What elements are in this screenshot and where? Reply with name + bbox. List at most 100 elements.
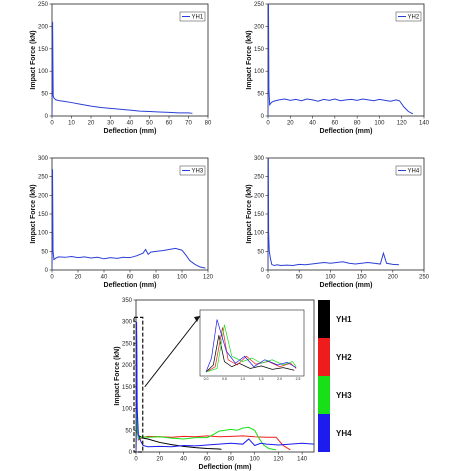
y-tick-label: 300 (122, 320, 133, 326)
x-tick-label: 150 (357, 275, 368, 281)
x-tick-label: 60 (332, 121, 339, 127)
x-tick-label: 60 (204, 457, 211, 463)
chart-panel-combined: 0 20 40 60 80 100 120 140 0 50 100 150 200 250 300 350 D… (114, 298, 352, 471)
chart-panel-yh2: 0 20 40 60 80 100 120 140 0 50 100 150 200 250 Deflect… (246, 2, 430, 135)
y-tick-label: 250 (122, 341, 133, 347)
y-axis-label: Impact Force (kN) (246, 30, 253, 89)
inset-series-line-yh2 (205, 327, 297, 373)
y-tick-label: 300 (38, 156, 49, 162)
colorbar-segment-yh3 (318, 376, 330, 414)
x-axis-label: Deflection (mm) (104, 128, 157, 135)
x-tick-label: 80 (205, 121, 212, 127)
y-tick-label: 100 (38, 69, 49, 75)
x-tick-label: 60 (166, 121, 173, 127)
y-tick-label: 250 (38, 2, 49, 8)
inset-x-tick: 1.5 (259, 377, 264, 381)
colorbar-segment-yh1 (318, 300, 330, 338)
y-tick-label: 150 (254, 47, 265, 53)
y-tick-label: 200 (254, 24, 265, 30)
inset-x-tick: 0.5 (222, 377, 227, 381)
inset-x-tick: 2.5 (296, 377, 301, 381)
inset-pointer-arrow (144, 315, 201, 388)
x-tick-label: 140 (419, 121, 430, 127)
y-tick-label: 300 (254, 156, 265, 162)
zoom-region-box (133, 316, 144, 453)
x-tick-label: 80 (153, 275, 160, 281)
y-tick-label: 250 (254, 175, 265, 181)
colorbar-label: YH1 (336, 315, 352, 324)
x-tick-label: 60 (127, 275, 134, 281)
x-tick-label: 40 (127, 121, 134, 127)
inset-x-tick: 1.0 (240, 377, 245, 381)
inset-series-line-yh3 (205, 324, 297, 373)
legend-box (395, 165, 422, 176)
legend-box (179, 165, 206, 176)
x-tick-label: 70 (185, 121, 192, 127)
y-axis-label: Impact Force (kN) (30, 30, 37, 89)
x-tick-label: 20 (287, 121, 294, 127)
y-tick-label: 100 (254, 69, 265, 75)
colorbar-label: YH3 (336, 391, 352, 400)
y-tick-label: 350 (122, 298, 133, 304)
y-tick-label: 50 (125, 428, 132, 434)
legend-box (179, 11, 206, 22)
y-tick-label: 100 (254, 231, 265, 237)
series-line-yh4 (136, 321, 314, 452)
colorbar-segment-yh2 (318, 338, 330, 376)
series-line-yh2 (136, 341, 291, 452)
y-tick-label: 0 (45, 114, 49, 120)
y-tick-label: 50 (257, 249, 264, 255)
x-tick-label: 200 (388, 275, 399, 281)
y-tick-label: 200 (38, 24, 49, 30)
chart-panel-yh1: 0 10 20 30 40 50 60 70 80 0 50 100 150 200 250 Deflecti… (30, 2, 212, 135)
x-tick-label: 0 (50, 275, 54, 281)
x-tick-label: 100 (250, 457, 261, 463)
x-axis-label: Deflection (mm) (320, 282, 373, 289)
x-tick-label: 120 (203, 275, 214, 281)
x-tick-label: 250 (419, 275, 430, 281)
series-line-yh3 (52, 169, 206, 270)
series-line-yh3 (136, 334, 277, 452)
x-axis-label: Deflection (mm) (199, 464, 252, 471)
series-line-yh2 (268, 4, 414, 116)
x-tick-label: 0 (266, 275, 270, 281)
y-tick-label: 150 (38, 212, 49, 218)
x-tick-label: 20 (156, 457, 163, 463)
x-tick-label: 80 (228, 457, 235, 463)
x-tick-label: 0 (50, 121, 54, 127)
x-tick-label: 0 (266, 121, 270, 127)
colorbar-segment-yh4 (318, 414, 330, 452)
x-axis-label: Deflection (mm) (320, 128, 373, 135)
x-tick-label: 80 (354, 121, 361, 127)
y-tick-label: 150 (38, 47, 49, 53)
x-tick-label: 0 (134, 457, 138, 463)
y-tick-label: 0 (45, 268, 49, 274)
y-tick-label: 0 (261, 268, 265, 274)
x-tick-label: 40 (180, 457, 187, 463)
x-tick-label: 100 (177, 275, 188, 281)
legend-box (395, 11, 422, 22)
y-tick-label: 50 (41, 249, 48, 255)
x-tick-label: 30 (107, 121, 114, 127)
series-line-yh4 (268, 158, 400, 270)
inset-x-tick: 0.0 (204, 377, 209, 381)
arrow-head (194, 316, 200, 322)
x-tick-label: 20 (75, 275, 82, 281)
y-tick-label: 100 (122, 407, 133, 413)
x-tick-label: 10 (68, 121, 75, 127)
y-tick-label: 100 (38, 231, 49, 237)
x-tick-label: 140 (297, 457, 308, 463)
x-axis-label: Deflection (mm) (104, 282, 157, 289)
y-tick-label: 200 (38, 193, 49, 199)
x-tick-label: 120 (397, 121, 408, 127)
legend-label: YH1 (192, 15, 204, 21)
legend-label: YH2 (408, 15, 420, 21)
legend-label: YH3 (192, 169, 204, 175)
chart-panel-yh4: 0 50 100 150 200 250 0 50 100 150 200 250 300 Deflect… (246, 156, 430, 289)
colorbar-label: YH4 (336, 429, 352, 438)
y-axis-label: Impact Force (kN) (30, 184, 37, 243)
x-tick-label: 50 (146, 121, 153, 127)
y-tick-label: 150 (254, 212, 265, 218)
y-tick-label: 250 (254, 2, 265, 8)
x-tick-label: 100 (374, 121, 385, 127)
